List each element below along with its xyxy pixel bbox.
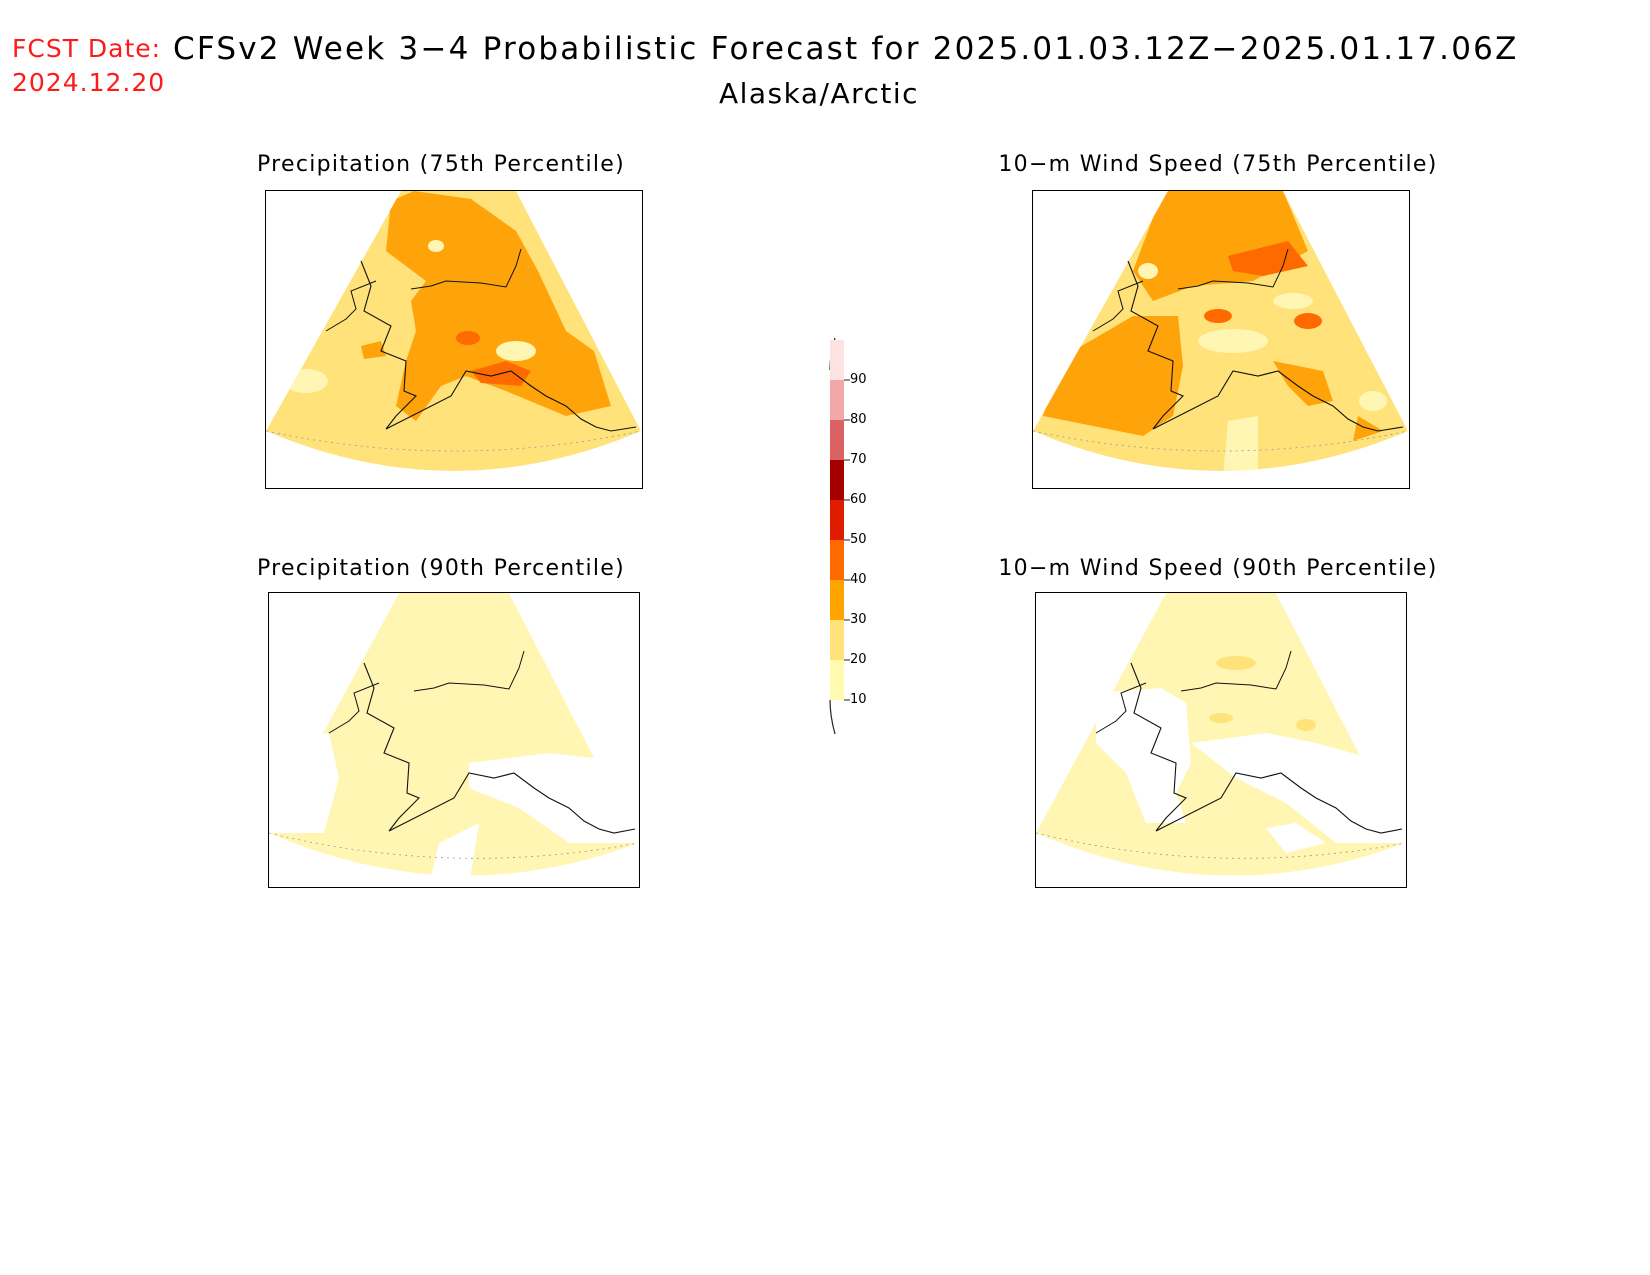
fill-40-region	[1204, 309, 1232, 323]
no-data-region	[429, 823, 479, 876]
panel-title-wind-90: 10−m Wind Speed (90th Percentile)	[998, 556, 1438, 581]
colorbar-swatch	[830, 660, 844, 700]
fill-10-region	[1138, 263, 1158, 279]
fcst-label: FCST Date:	[12, 34, 162, 63]
colorbar-label: 70	[850, 452, 867, 467]
alaska-coastline	[1127, 260, 1404, 432]
fill-10-region	[496, 341, 536, 361]
colorbar-label: 90	[850, 372, 867, 387]
colorbar-label: 30	[850, 612, 867, 627]
fill-30-region	[1043, 316, 1183, 436]
alaska-coastline	[363, 662, 636, 834]
siberia-coastline	[328, 682, 380, 734]
fill-10-region	[1359, 391, 1387, 411]
colorbar-label: 10	[850, 692, 867, 707]
no-data-region	[1096, 688, 1191, 823]
wind-90-map	[1035, 592, 1407, 888]
colorbar-swatch	[830, 460, 844, 500]
colorbar-swatch	[830, 500, 844, 540]
colorbar-legend: 10 20 30 40 50 60 70 80 90	[818, 330, 898, 750]
no-data-region	[469, 753, 638, 843]
canada-border	[413, 650, 525, 692]
alaska-coastline	[360, 260, 637, 432]
graticule	[269, 832, 638, 859]
fill-10-region	[1198, 329, 1268, 353]
colorbar-label: 60	[850, 492, 867, 507]
fill-20-region	[1216, 656, 1256, 670]
panel-title-wind-75: 10−m Wind Speed (75th Percentile)	[998, 152, 1438, 177]
precip-75-map	[265, 190, 643, 489]
panel-title-precip-90: Precipitation (90th Percentile)	[256, 556, 626, 581]
colorbar-swatch	[830, 580, 844, 620]
no-data-region	[1266, 823, 1326, 853]
colorbar-label: 20	[850, 652, 867, 667]
panel-title-precip-75: Precipitation (75th Percentile)	[256, 152, 626, 177]
colorbar-swatch	[830, 340, 844, 380]
fcst-date: 2024.12.20	[12, 68, 166, 97]
region-label: Alaska/Arctic	[718, 77, 920, 110]
canada-border	[410, 248, 522, 290]
fill-40-region	[1294, 313, 1322, 329]
siberia-coastline	[1092, 280, 1144, 332]
fill-30-region	[1273, 361, 1333, 406]
colorbar-swatch	[830, 380, 844, 420]
fill-30-region	[386, 191, 611, 421]
colorbar-label: 50	[850, 532, 867, 547]
colorbar-label: 40	[850, 572, 867, 587]
canada-border	[1177, 248, 1289, 290]
fill-20-region	[1296, 719, 1316, 731]
fill-10-region	[284, 369, 328, 393]
wind-75-map	[1032, 190, 1410, 489]
alaska-coastline	[1130, 662, 1403, 834]
colorbar-swatch	[830, 540, 844, 580]
fill-10-region	[1223, 416, 1258, 471]
fill-40-region	[456, 331, 480, 345]
sub-title: Alaska/Arctic	[0, 80, 1650, 108]
precip-90-map	[268, 592, 640, 888]
colorbar-swatch	[830, 620, 844, 660]
main-title: CFSv2 Week 3−4 Probabilistic Forecast fo…	[173, 31, 1519, 67]
canada-border	[1180, 650, 1292, 692]
fill-30-region	[361, 341, 386, 359]
siberia-coastline	[325, 280, 377, 332]
no-data-region	[1191, 733, 1405, 843]
colorbar-label: 80	[850, 412, 867, 427]
graticule	[1036, 832, 1405, 859]
fill-20-region	[1209, 713, 1233, 723]
siberia-coastline	[1095, 682, 1147, 734]
fill-10-region	[1273, 293, 1313, 309]
colorbar-bottom-cap	[829, 699, 836, 735]
fill-10-region	[428, 240, 444, 252]
colorbar-swatch	[830, 420, 844, 460]
colorbar	[829, 337, 850, 735]
